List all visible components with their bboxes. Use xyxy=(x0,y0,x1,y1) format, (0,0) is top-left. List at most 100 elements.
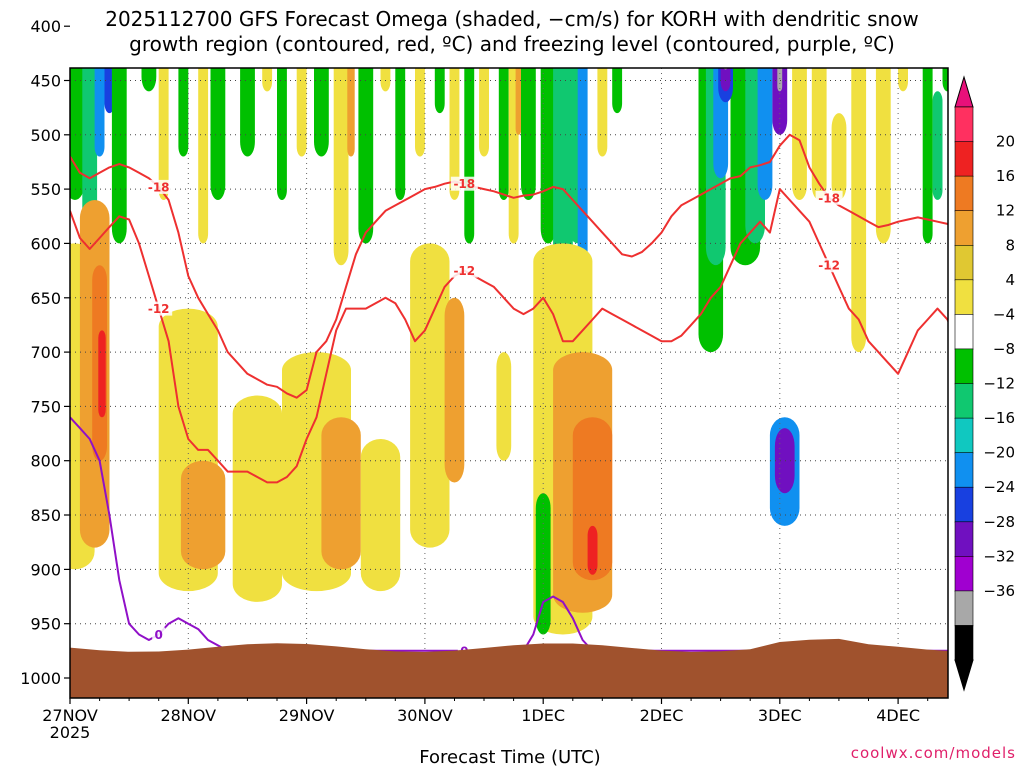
isotherm-18-label: -18 xyxy=(453,177,475,191)
omega-streak xyxy=(612,68,623,114)
omega-streak xyxy=(851,68,867,353)
colorbar-swatch xyxy=(954,348,974,385)
colorbar-swatch xyxy=(954,417,974,454)
plot-frame xyxy=(69,67,949,699)
colorbar-swatch xyxy=(954,521,974,558)
omega-streak xyxy=(347,68,355,157)
omega-streak xyxy=(942,68,948,92)
y-tick-label: 450 xyxy=(30,72,61,91)
colorbar-swatch xyxy=(954,625,974,661)
freezing-level-label: 0 xyxy=(155,628,163,642)
colorbar-swatch xyxy=(954,106,974,143)
isotherm-12-label: -12 xyxy=(453,264,475,278)
omega-streak xyxy=(380,68,391,92)
omega-sinking-region xyxy=(180,460,226,570)
credit-text: coolwx.com/models xyxy=(851,744,1016,762)
chart-title-line-2: growth region (contoured, red, ºC) and f… xyxy=(129,32,895,56)
omega-streak xyxy=(141,68,157,92)
x-tick-label: 29NOV xyxy=(279,706,335,725)
colorbar: 20 16 12 8 4 −4 −8 −12 −16 −20 −24 −28 −32 −36 xyxy=(954,75,1015,692)
omega-sinking-region xyxy=(321,417,361,570)
colorbar-label: −12 xyxy=(983,375,1015,393)
colorbar-bottom-arrow xyxy=(954,659,974,692)
omega-streak xyxy=(498,68,509,200)
omega-streak xyxy=(296,68,307,157)
omega-streak xyxy=(358,68,374,244)
omega-sinking-region xyxy=(572,417,613,581)
y-tick-label: 800 xyxy=(30,452,61,471)
omega-streak xyxy=(158,68,169,200)
colorbar-swatch xyxy=(954,452,974,489)
omega-streak xyxy=(521,68,536,200)
colorbar-label: −32 xyxy=(983,547,1015,565)
x-tick-label: 1DEC xyxy=(521,706,565,725)
plot-area: -12-12-12-18-18-18000 xyxy=(70,68,948,698)
y-axis: 2503003504004505005506006507007508008509… xyxy=(20,17,70,688)
isotherm-12-label: -12 xyxy=(148,302,170,316)
colorbar-swatch xyxy=(954,245,974,281)
omega-streak xyxy=(434,68,445,114)
omega-streak xyxy=(111,68,127,244)
colorbar-label: −16 xyxy=(983,409,1015,427)
colorbar-swatch xyxy=(954,279,974,316)
colorbar-label: 16 xyxy=(996,167,1015,185)
omega-streak xyxy=(333,68,349,266)
x-axis-title: Forecast Time (UTC) xyxy=(419,747,600,768)
omega-streak xyxy=(70,68,85,200)
colorbar-label: 8 xyxy=(1005,236,1015,254)
x-tick-label: 4DEC xyxy=(876,706,920,725)
omega-streak xyxy=(811,68,827,200)
omega-streak xyxy=(932,91,943,200)
omega-streak xyxy=(875,68,891,244)
omega-streak xyxy=(262,68,273,92)
terrain-layer xyxy=(70,638,948,698)
colorbar-label: −8 xyxy=(993,340,1015,358)
isotherm-18-label-bg xyxy=(145,179,173,194)
y-tick-label: 600 xyxy=(30,234,61,253)
omega-streak xyxy=(515,68,522,135)
x-axis: 27NOV 28NOV 29NOV 30NOV 1DEC 2DEC 3DEC 4DEC xyxy=(42,698,929,725)
colorbar-swatch xyxy=(954,383,974,419)
freezing-level-label-bg xyxy=(152,627,166,642)
chart-title-line-1: 2025112700 GFS Forecast Omega (shaded, −… xyxy=(105,7,919,31)
isotherm-12-label-bg xyxy=(145,301,173,316)
omega-sinking-region xyxy=(444,297,465,483)
isotherm-18-label: -18 xyxy=(148,180,170,194)
omega-streak xyxy=(240,68,255,157)
colorbar-swatch xyxy=(954,486,974,523)
y-tick-label: 750 xyxy=(30,397,61,416)
omega-streak xyxy=(898,68,908,92)
y-tick-label: 550 xyxy=(30,180,61,199)
omega-streak xyxy=(198,68,209,244)
colorbar-swatch xyxy=(954,175,974,212)
colorbar-label: −36 xyxy=(983,582,1015,600)
colorbar-label: −28 xyxy=(983,513,1015,531)
omega-streak xyxy=(395,68,406,200)
y-tick-label: 1000 xyxy=(20,669,61,688)
x-tick-label: 27NOV xyxy=(42,706,98,725)
x-tick-label: 3DEC xyxy=(758,706,802,725)
omega-rising-region xyxy=(777,68,783,92)
omega-streak xyxy=(94,68,105,157)
y-tick-label: 900 xyxy=(30,560,61,579)
omega-sinking-region xyxy=(98,330,106,418)
x-tick-label: 28NOV xyxy=(161,706,217,725)
colorbar-swatch xyxy=(954,555,974,592)
contours: -12-12-12-18-18-18000 xyxy=(70,133,948,658)
omega-streak xyxy=(831,113,847,200)
colorbar-swatch xyxy=(954,210,974,247)
colorbar-label: 4 xyxy=(1005,271,1015,289)
colorbar-label: −4 xyxy=(993,305,1015,323)
isotherm-18-label-bg xyxy=(815,190,843,205)
colorbar-swatch xyxy=(954,141,974,178)
omega-streak xyxy=(479,68,489,157)
isotherm-12-label-bg xyxy=(815,258,843,273)
y-tick-label: 650 xyxy=(30,289,61,308)
isotherm-18-label: -18 xyxy=(818,191,840,205)
isotherm-18-label-bg xyxy=(450,176,478,191)
omega-sinking-region xyxy=(410,243,450,548)
colorbar-label: −20 xyxy=(983,444,1015,462)
omega-sinking-region xyxy=(496,352,512,461)
y-tick-label: 950 xyxy=(30,615,61,634)
